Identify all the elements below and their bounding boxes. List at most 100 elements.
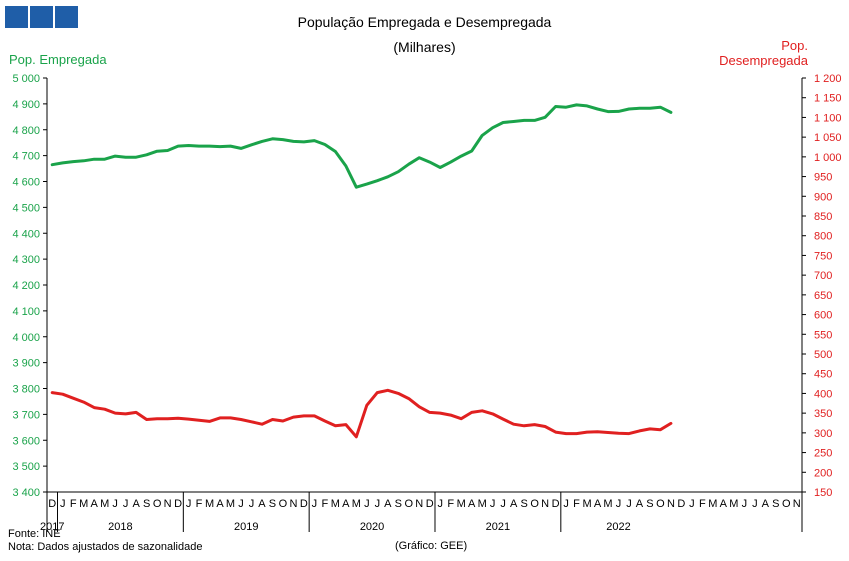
x-month-label: J	[112, 498, 118, 510]
left-tick-label: 3 400	[12, 487, 40, 499]
x-year-label: 2020	[360, 521, 384, 533]
x-month-label: M	[100, 498, 109, 510]
x-month-label: D	[300, 498, 308, 510]
x-month-label: N	[415, 498, 423, 510]
x-month-label: O	[279, 498, 288, 510]
right-tick-label: 900	[814, 191, 832, 203]
right-tick-label: 700	[814, 270, 832, 282]
x-month-label: M	[331, 498, 340, 510]
x-month-label: J	[616, 498, 622, 510]
left-tick-label: 4 700	[12, 151, 40, 163]
x-month-label: A	[762, 498, 770, 510]
right-tick-label: 300	[814, 428, 832, 440]
x-month-label: A	[342, 498, 350, 510]
x-month-label: A	[720, 498, 728, 510]
x-month-label: N	[541, 498, 549, 510]
right-tick-label: 250	[814, 448, 832, 460]
left-tick-label: 4 200	[12, 280, 40, 292]
left-tick-label: 4 600	[12, 177, 40, 189]
right-tick-label: 600	[814, 310, 832, 322]
right-tick-label: 200	[814, 467, 832, 479]
right-axis-label-line1: Pop.	[781, 38, 808, 53]
x-month-label: J	[364, 498, 370, 510]
right-tick-label: 1 100	[814, 112, 842, 124]
x-month-label: O	[656, 498, 665, 510]
x-month-label: O	[404, 498, 413, 510]
x-month-label: N	[793, 498, 801, 510]
x-month-label: J	[249, 498, 255, 510]
x-month-label: S	[269, 498, 276, 510]
left-tick-label: 4 900	[12, 99, 40, 111]
right-tick-label: 650	[814, 290, 832, 302]
left-tick-label: 3 600	[12, 435, 40, 447]
x-month-label: D	[677, 498, 685, 510]
x-month-label: M	[352, 498, 361, 510]
x-month-label: S	[646, 498, 653, 510]
x-month-label: M	[603, 498, 612, 510]
logo-block	[5, 6, 28, 28]
x-month-label: M	[79, 498, 88, 510]
footer-note: Nota: Dados ajustados de sazonalidade	[8, 541, 203, 553]
x-month-label: J	[60, 498, 66, 510]
x-month-label: M	[708, 498, 717, 510]
chart-title: População Empregada e Desempregada	[297, 14, 552, 30]
x-month-label: M	[478, 498, 487, 510]
right-axis-label-line2: Desempregada	[719, 53, 808, 68]
x-year-label: 2018	[108, 521, 132, 533]
left-tick-label: 3 700	[12, 409, 40, 421]
x-month-label: O	[782, 498, 791, 510]
x-month-label: F	[699, 498, 706, 510]
x-month-label: M	[226, 498, 235, 510]
left-tick-label: 3 900	[12, 358, 40, 370]
x-month-label: N	[667, 498, 675, 510]
x-month-label: F	[70, 498, 77, 510]
x-month-label: N	[289, 498, 297, 510]
x-month-label: A	[594, 498, 602, 510]
left-tick-label: 4 000	[12, 332, 40, 344]
x-month-label: F	[573, 498, 580, 510]
right-tick-label: 150	[814, 487, 832, 499]
right-tick-label: 950	[814, 172, 832, 184]
x-month-label: D	[174, 498, 182, 510]
left-tick-label: 4 500	[12, 202, 40, 214]
chart-subtitle: (Milhares)	[393, 39, 456, 55]
x-month-label: F	[196, 498, 203, 510]
footer-source: Fonte: INE	[8, 528, 61, 540]
right-tick-label: 1 050	[814, 132, 842, 144]
x-month-label: J	[490, 498, 496, 510]
right-tick-label: 400	[814, 388, 832, 400]
right-tick-label: 1 150	[814, 93, 842, 105]
series-line-employed	[50, 103, 673, 189]
x-month-label: S	[395, 498, 402, 510]
logo-block	[55, 6, 78, 28]
x-month-label: J	[626, 498, 632, 510]
right-tick-label: 850	[814, 211, 832, 223]
x-month-label: J	[752, 498, 758, 510]
x-year-label: 2019	[234, 521, 258, 533]
x-month-label: D	[426, 498, 434, 510]
right-axis-label: Pop. Desempregada	[698, 38, 808, 68]
logo-block	[30, 6, 53, 28]
x-month-label: A	[384, 498, 392, 510]
x-month-label: M	[205, 498, 214, 510]
x-month-label: J	[123, 498, 129, 510]
x-month-label: N	[164, 498, 172, 510]
x-month-label: J	[500, 498, 506, 510]
x-month-label: J	[238, 498, 244, 510]
x-month-label: J	[312, 498, 318, 510]
x-month-label: J	[563, 498, 569, 510]
left-tick-label: 4 400	[12, 228, 40, 240]
x-month-label: D	[48, 498, 56, 510]
x-month-label: F	[447, 498, 454, 510]
x-month-label: A	[636, 498, 644, 510]
right-tick-label: 350	[814, 408, 832, 420]
left-axis-label: Pop. Empregada	[9, 52, 107, 67]
left-tick-label: 3 500	[12, 461, 40, 473]
x-month-label: A	[468, 498, 476, 510]
x-month-label: A	[91, 498, 99, 510]
x-month-label: M	[457, 498, 466, 510]
right-tick-label: 750	[814, 250, 832, 262]
right-tick-label: 550	[814, 329, 832, 341]
x-year-label: 2022	[606, 521, 630, 533]
